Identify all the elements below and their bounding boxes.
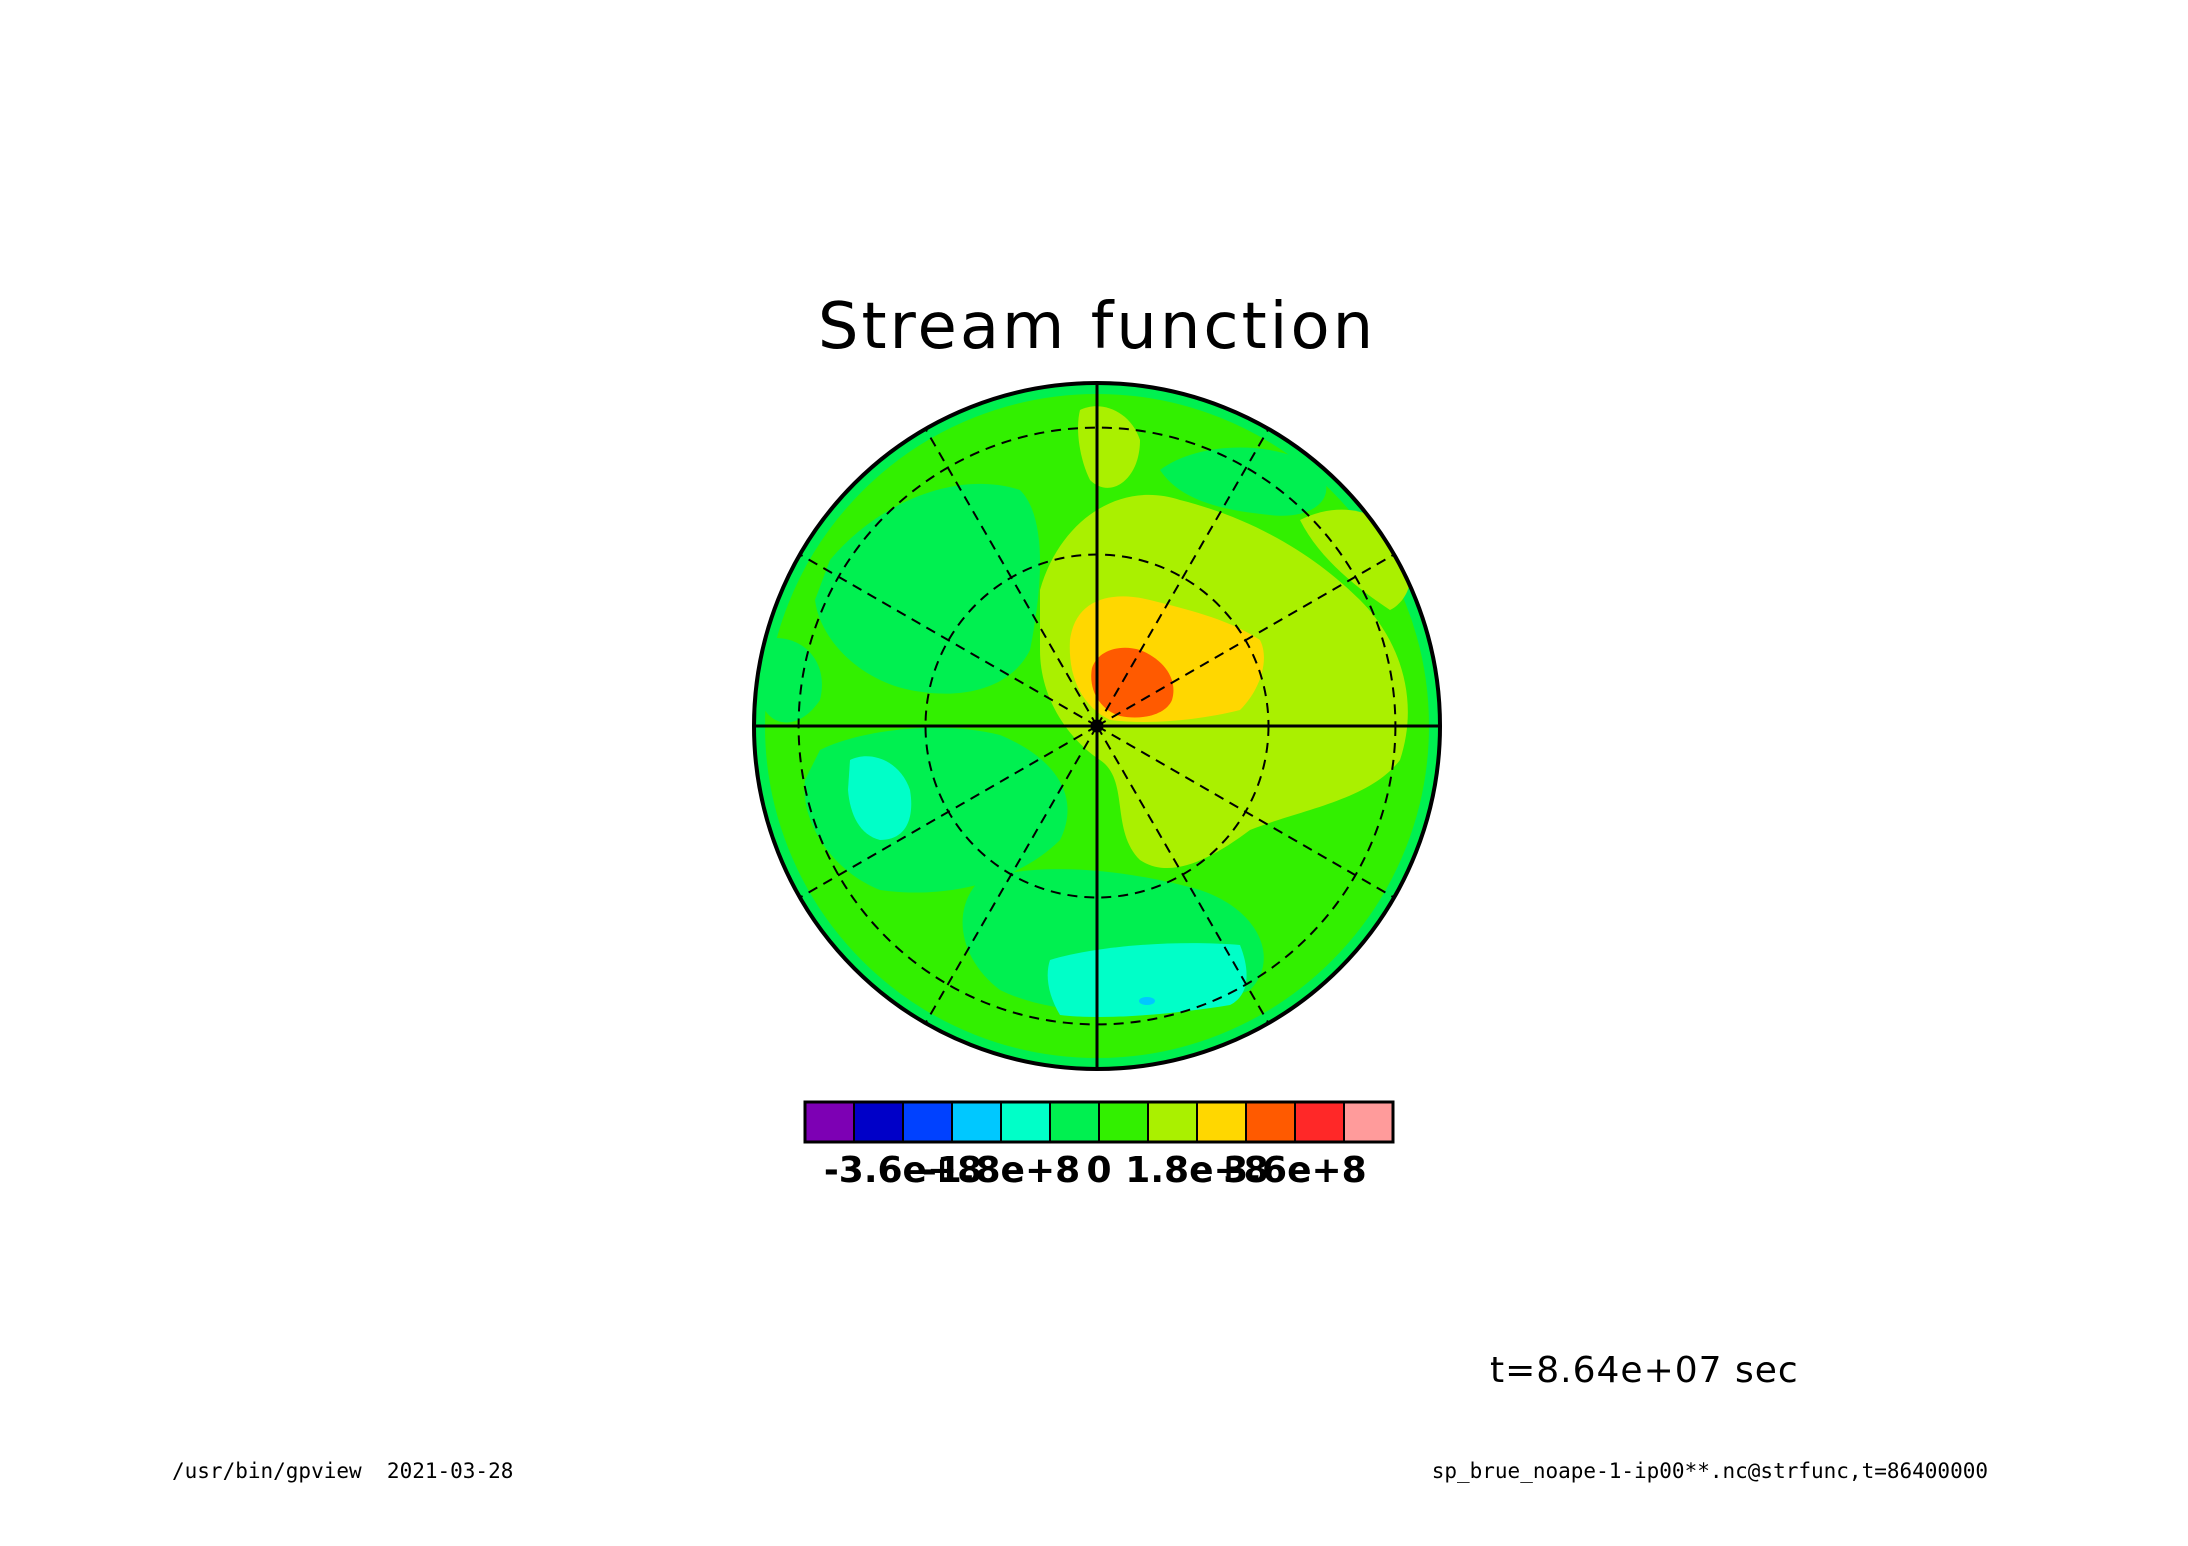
colorbar-swatch-10: [1294, 1101, 1345, 1143]
colorbar-tick-label: 1.8e+8: [1125, 1150, 1268, 1191]
colorbar-swatch-11: [1343, 1101, 1394, 1143]
field-region-peak: [1091, 647, 1174, 718]
field-region-low-west: [848, 756, 912, 840]
meridian-30: [1096, 553, 1395, 727]
field-region-negative-ne: [1160, 447, 1327, 516]
colorbar-swatch-5: [1049, 1101, 1100, 1143]
meridian-300: [1096, 725, 1270, 1024]
colorbar: -3.6e+8-1.8e+8 0 1.8e+83.6e+8: [803, 1100, 1395, 1191]
meridian-210: [799, 725, 1098, 899]
colorbar-tick-label: -1.8e+8: [922, 1150, 1080, 1191]
pole-marker: [1090, 719, 1104, 733]
colorbar-swatch-7: [1147, 1101, 1198, 1143]
polar-map: [752, 381, 1442, 1071]
footer-program-date: /usr/bin/gpview 2021-03-28: [172, 1459, 513, 1483]
meridian-150: [799, 553, 1098, 727]
chart-title: Stream function: [818, 290, 1376, 364]
colorbar-swatch-3: [951, 1101, 1002, 1143]
time-label: t=8.64e+07 sec: [1490, 1350, 1799, 1391]
colorbar-swatch-9: [1245, 1101, 1296, 1143]
field-region-low-south: [1047, 943, 1247, 1017]
footer-source-variable: sp_brue_noape-1-ip00**.nc@strfunc,t=8640…: [1432, 1459, 1988, 1483]
map-graticule: [754, 383, 1440, 1069]
colorbar-swatch-2: [902, 1101, 953, 1143]
meridian-120: [924, 428, 1098, 727]
colorbar-tick-label: -3.6e+8: [824, 1150, 982, 1191]
colorbar-swatch-0: [804, 1101, 855, 1143]
colorbar-tick-label: 3.6e+8: [1223, 1150, 1366, 1191]
field-region-min: [1139, 997, 1155, 1005]
colorbar-tick-label: 0: [1086, 1150, 1111, 1191]
meridian-330: [1096, 725, 1395, 899]
colorbar-swatch-1: [853, 1101, 904, 1143]
colorbar-frame: [803, 1100, 1395, 1144]
colorbar-swatch-8: [1196, 1101, 1247, 1143]
meridian-60: [1096, 428, 1270, 727]
meridian-240: [924, 725, 1098, 1024]
colorbar-swatch-6: [1098, 1101, 1149, 1143]
map-boundary: [752, 381, 1442, 1071]
colorbar-swatch-4: [1000, 1101, 1051, 1143]
field-region-negative-nw: [815, 483, 1040, 694]
